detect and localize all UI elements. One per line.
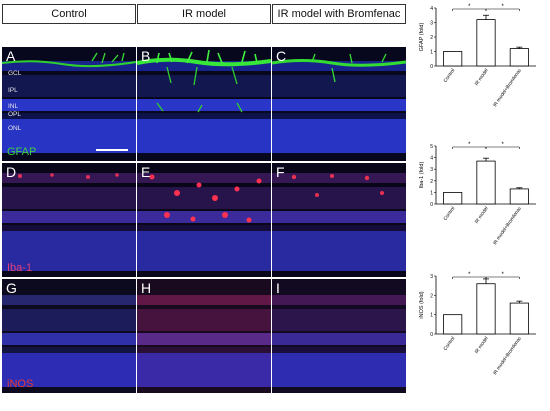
bar [509, 188, 529, 205]
micrograph-image [272, 279, 406, 393]
y-tick-label: 4 [430, 156, 433, 162]
panel-letter: C [276, 48, 287, 64]
micrograph-image [272, 47, 406, 161]
y-tick-label: 3 [430, 21, 433, 27]
significance-star: * [501, 4, 504, 10]
micrograph-image [137, 47, 271, 161]
y-tick-label: 1 [430, 190, 433, 196]
micrograph-panel-a: A GCL IPL INL OPL ONL GFAP [2, 47, 136, 161]
gfap-bar-chart: 0 1 2 3 4 GFAP (fold) Control IR model IR model+… [419, 4, 536, 108]
micrograph-image [2, 47, 136, 161]
bar [443, 51, 463, 67]
layer-label-inl: INL [8, 103, 19, 110]
bar [509, 48, 529, 67]
x-tick-label: IR model [474, 206, 490, 225]
significance-star: * [468, 272, 471, 278]
y-axis-label: Iba-1 (fold) [419, 162, 425, 189]
micrograph-image [2, 163, 136, 277]
micrograph-image [137, 163, 271, 277]
column-header-ir-bromfenac: IR model with Bromfenac [272, 4, 406, 24]
panel-letter: F [276, 164, 285, 180]
x-tick-label: IR model [474, 68, 490, 87]
y-tick-label: 3 [430, 274, 433, 280]
column-header-control: Control [2, 4, 136, 24]
layer-label-opl: OPL [8, 111, 22, 118]
micrograph-image [272, 163, 406, 277]
panel-letter: D [6, 164, 17, 180]
significance-star: * [468, 142, 471, 148]
bar [476, 19, 496, 67]
bar [476, 160, 496, 205]
y-axis-label: iNOS (fold) [419, 291, 425, 318]
y-tick-label: 1 [430, 313, 433, 319]
x-tick-label: Control [443, 206, 457, 222]
inos-bar-chart: 0 1 2 3 iNOS (fold) Control IR model IR model+B… [419, 272, 536, 376]
panel-letter: G [6, 280, 17, 296]
x-tick-label: IR model+Bromfenac [492, 67, 523, 108]
y-axis-label: GFAP (fold) [419, 23, 425, 52]
significance-star: * [468, 4, 471, 10]
layer-label-gcl: GCL [8, 70, 22, 77]
panel-letter: B [141, 48, 151, 64]
bar [509, 302, 529, 335]
x-tick-label: IR model+Bromfenac [492, 335, 523, 376]
marker-label-gfap: GFAP [7, 146, 37, 158]
panel-letter: H [141, 280, 152, 296]
y-tick-label: 0 [430, 332, 433, 338]
marker-label-inos: iNOS [7, 378, 34, 390]
y-tick-label: 2 [430, 35, 433, 41]
micrograph-panel-f: F [272, 163, 406, 277]
marker-label-iba1: Iba-1 [7, 262, 33, 274]
micrograph-panel-e: E [137, 163, 271, 277]
micrograph-panel-d: D Iba-1 [2, 163, 136, 277]
panel-letter: I [276, 280, 280, 296]
y-tick-label: 4 [430, 6, 433, 12]
y-tick-label: 3 [430, 167, 433, 173]
y-tick-label: 0 [430, 64, 433, 70]
y-tick-label: 0 [430, 202, 433, 208]
panel-letter: E [141, 164, 151, 180]
x-tick-label: IR model [474, 336, 490, 355]
micrograph-image [137, 279, 271, 393]
layer-label-onl: ONL [8, 125, 22, 132]
micrograph-panel-g: G iNOS [2, 279, 136, 393]
bar [443, 192, 463, 205]
x-tick-label: IR model+Bromfenac [492, 205, 523, 246]
micrograph-panel-h: H [137, 279, 271, 393]
x-tick-label: Control [443, 336, 457, 352]
significance-star: * [501, 272, 504, 278]
micrograph-panel-i: I [272, 279, 406, 393]
bar [476, 283, 496, 335]
column-header-ir-model: IR model [137, 4, 271, 24]
micrograph-panel-b: B [137, 47, 271, 161]
micrograph-image [2, 279, 136, 393]
significance-star: * [501, 142, 504, 148]
y-tick-label: 2 [430, 179, 433, 185]
y-tick-label: 2 [430, 293, 433, 299]
panel-letter: A [6, 48, 16, 64]
iba1-bar-chart: 0 1 2 3 4 5 Iba-1 (fold) Control IR model IR mode… [419, 142, 536, 246]
micrograph-panel-c: C [272, 47, 406, 161]
bar [443, 314, 463, 335]
x-tick-label: Control [443, 68, 457, 84]
y-tick-label: 5 [430, 144, 433, 150]
y-tick-label: 1 [430, 50, 433, 56]
layer-label-ipl: IPL [8, 87, 18, 94]
scale-bar [96, 149, 128, 151]
